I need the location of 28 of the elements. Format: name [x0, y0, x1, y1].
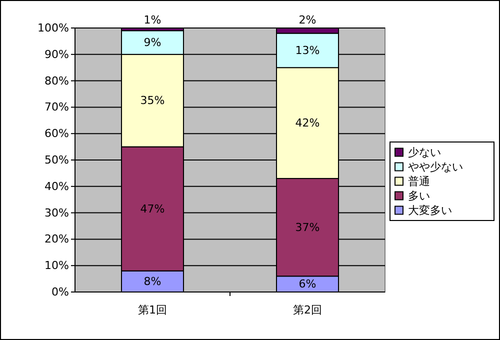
y-tick-label: 30% [44, 206, 69, 220]
y-tick-label: 40% [44, 180, 69, 193]
data-label: 1% [144, 14, 162, 26]
data-label: 37% [295, 220, 320, 234]
y-tick-label: 80% [44, 74, 69, 88]
data-label: 42% [295, 116, 320, 130]
x-tick-label: 第2回 [293, 304, 322, 316]
y-tick-label: 10% [44, 259, 69, 272]
data-label: 47% [140, 202, 165, 216]
data-label: 9% [144, 36, 162, 50]
legend-label: 大変多い [408, 204, 452, 217]
data-label: 13% [295, 44, 320, 57]
data-label: 6% [298, 278, 316, 291]
x-tick-label: 第1回 [138, 304, 167, 316]
data-label: 2% [298, 14, 316, 26]
legend-label: 多い [408, 189, 430, 202]
data-label: 8% [144, 274, 162, 288]
y-tick-label: 100% [38, 22, 69, 34]
y-tick-label: 60% [44, 127, 69, 140]
legend-label: 少ない [408, 146, 441, 159]
y-tick-label: 90% [44, 48, 69, 61]
y-tick-label: 50% [44, 154, 69, 166]
legend-label: 普通 [408, 174, 430, 188]
data-label: 35% [140, 94, 165, 108]
y-tick-label: 0% [52, 286, 69, 298]
y-tick-label: 70% [44, 100, 69, 114]
legend-label: やや少ない [408, 160, 463, 174]
y-tick-label: 20% [44, 232, 69, 246]
